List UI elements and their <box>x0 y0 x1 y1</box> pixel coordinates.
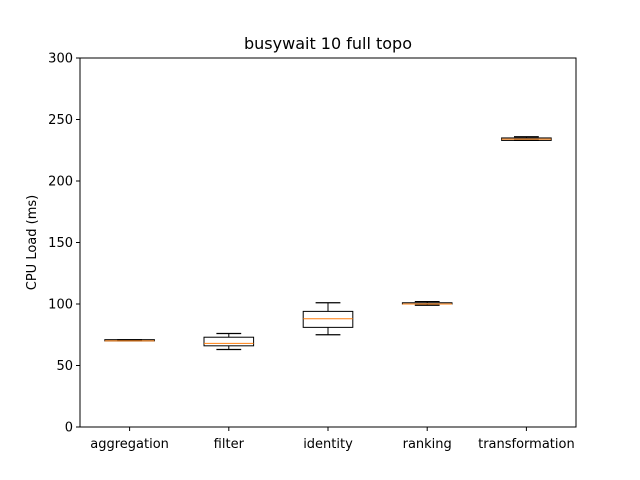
box-aggregation <box>104 339 155 342</box>
x-tick-label: filter <box>214 437 245 452</box>
x-axis: aggregation filter identity ranking transfor… <box>90 427 575 452</box>
chart-title: busywait 10 full topo <box>244 34 412 53</box>
iqr-box <box>203 336 255 347</box>
box-ranking <box>401 300 453 306</box>
y-axis-label: CPU Load (ms) <box>25 195 40 290</box>
box-filter <box>203 332 255 351</box>
axes-frame <box>79 57 577 428</box>
plot-area <box>104 136 552 351</box>
x-tick-label: aggregation <box>90 437 169 452</box>
box-transformation <box>501 136 552 142</box>
y-tick-label: 100 <box>48 298 73 313</box>
y-tick-label: 300 <box>48 52 73 67</box>
y-axis: 0 50 100 150 200 250 300 <box>48 52 80 436</box>
x-tick-label: identity <box>303 437 353 452</box>
x-tick-label: transformation <box>478 437 575 452</box>
x-tick-label: ranking <box>403 437 452 452</box>
y-tick-label: 0 <box>65 421 73 436</box>
y-tick-label: 200 <box>48 175 73 190</box>
y-tick-label: 150 <box>48 236 73 251</box>
y-tick-label: 50 <box>56 359 73 374</box>
box-identity <box>302 302 354 336</box>
y-tick-label: 250 <box>48 113 73 128</box>
iqr-box <box>302 310 354 328</box>
